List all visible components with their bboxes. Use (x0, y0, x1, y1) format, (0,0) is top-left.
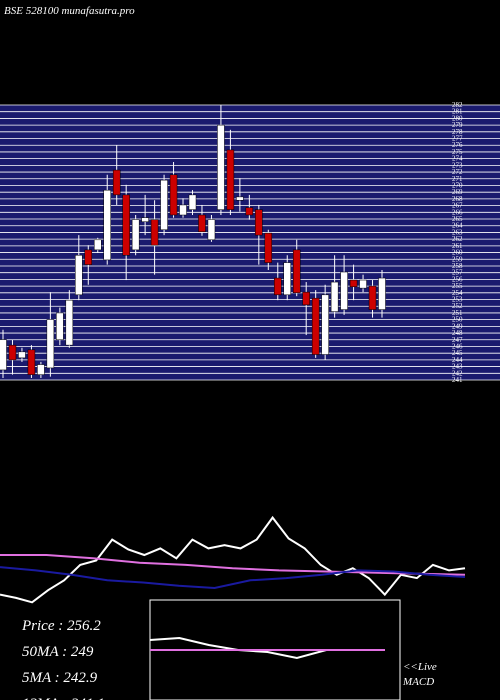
y-tick-label: 270 (452, 181, 463, 189)
indicator-line (0, 515, 466, 604)
candle-body (160, 179, 168, 231)
y-tick-label: 251 (452, 309, 463, 317)
y-tick-label: 261 (452, 242, 463, 250)
y-tick-label: 242 (452, 369, 463, 377)
candle-body (311, 297, 320, 355)
candle-body (65, 299, 74, 346)
y-tick-label: 268 (452, 195, 463, 203)
y-tick-label: 273 (452, 161, 463, 169)
y-tick-label: 269 (452, 188, 463, 196)
candle-body (207, 219, 216, 241)
y-tick-label: 272 (452, 168, 463, 176)
candle-body (112, 169, 121, 196)
candle-body (226, 149, 235, 210)
candle-body (56, 312, 64, 341)
candle-body (122, 194, 130, 256)
y-tick-label: 260 (452, 249, 463, 257)
y-tick-label: 247 (452, 336, 463, 344)
y-tick-label: 259 (452, 255, 463, 263)
candle-body (274, 277, 282, 296)
candle-body (217, 124, 225, 210)
y-tick-label: 263 (452, 228, 463, 236)
candle-body (84, 249, 93, 265)
y-tick-label: 253 (452, 296, 463, 304)
y-tick-label: 274 (452, 155, 463, 163)
y-tick-label: 243 (452, 363, 463, 371)
y-tick-label: 277 (452, 135, 463, 143)
y-tick-label: 264 (452, 222, 463, 230)
candle-body (330, 281, 339, 312)
candle-body (27, 349, 36, 375)
candle-body (292, 249, 301, 294)
indicator-line (0, 554, 466, 576)
y-tick-label: 254 (452, 289, 463, 297)
info-text: 50MA : 249 (22, 644, 94, 660)
candle-body (141, 217, 149, 222)
candle-body (340, 271, 348, 310)
candle-body (18, 351, 26, 359)
y-tick-label: 276 (452, 141, 463, 149)
candle-body (150, 219, 159, 246)
candle-body (179, 204, 187, 216)
candle-body (283, 262, 291, 296)
candle-body (302, 291, 310, 306)
y-tick-label: 241 (452, 376, 463, 384)
candle-body (264, 232, 273, 263)
candle-body (188, 194, 197, 210)
y-tick-label: 257 (452, 269, 463, 277)
y-tick-label: 244 (452, 356, 463, 364)
candle-body (75, 254, 83, 296)
candle-body (131, 219, 140, 251)
plot-background (0, 105, 500, 380)
y-tick-label: 265 (452, 215, 463, 223)
candle-body (321, 294, 329, 355)
candle-body (94, 239, 102, 251)
y-tick-label: 249 (452, 322, 463, 330)
y-tick-label: 250 (452, 316, 463, 324)
y-tick-label: 271 (452, 175, 463, 183)
candle-body (198, 214, 206, 233)
y-tick-label: 281 (452, 108, 463, 116)
chart-title: BSE 528100 munafasutra.pro (4, 5, 135, 17)
indicator-line (0, 566, 466, 590)
info-text: Price : 256.2 (21, 618, 101, 634)
y-tick-label: 246 (452, 342, 463, 350)
y-tick-label: 282 (452, 101, 463, 109)
candle-body (368, 285, 377, 310)
y-tick-label: 267 (452, 202, 463, 210)
y-tick-label: 256 (452, 275, 463, 283)
y-tick-label: 278 (452, 128, 463, 136)
y-tick-label: 279 (452, 121, 463, 129)
candle-body (349, 279, 358, 288)
candle-body (236, 196, 244, 201)
candle-body (255, 209, 263, 236)
candle-body (37, 364, 45, 375)
y-tick-label: 275 (452, 148, 463, 156)
info-text: 12MA : 241.1 (22, 696, 105, 700)
y-tick-label: 258 (452, 262, 463, 270)
macd-label: MACD (402, 676, 434, 688)
y-tick-label: 266 (452, 208, 463, 216)
macd-label: <<Live (403, 661, 437, 673)
y-tick-label: 248 (452, 329, 463, 337)
y-tick-label: 255 (452, 282, 463, 290)
candle-body (359, 279, 367, 289)
candle-body (245, 207, 254, 216)
y-tick-label: 280 (452, 114, 463, 122)
y-tick-label: 252 (452, 302, 463, 310)
candle-body (0, 339, 7, 371)
info-text: 5MA : 242.9 (22, 670, 98, 686)
candle-body (378, 277, 386, 310)
candle-body (169, 174, 178, 216)
candle-body (8, 344, 17, 361)
y-tick-label: 262 (452, 235, 463, 243)
y-tick-label: 245 (452, 349, 463, 357)
candle-body (103, 189, 111, 261)
candle-body (46, 319, 55, 369)
